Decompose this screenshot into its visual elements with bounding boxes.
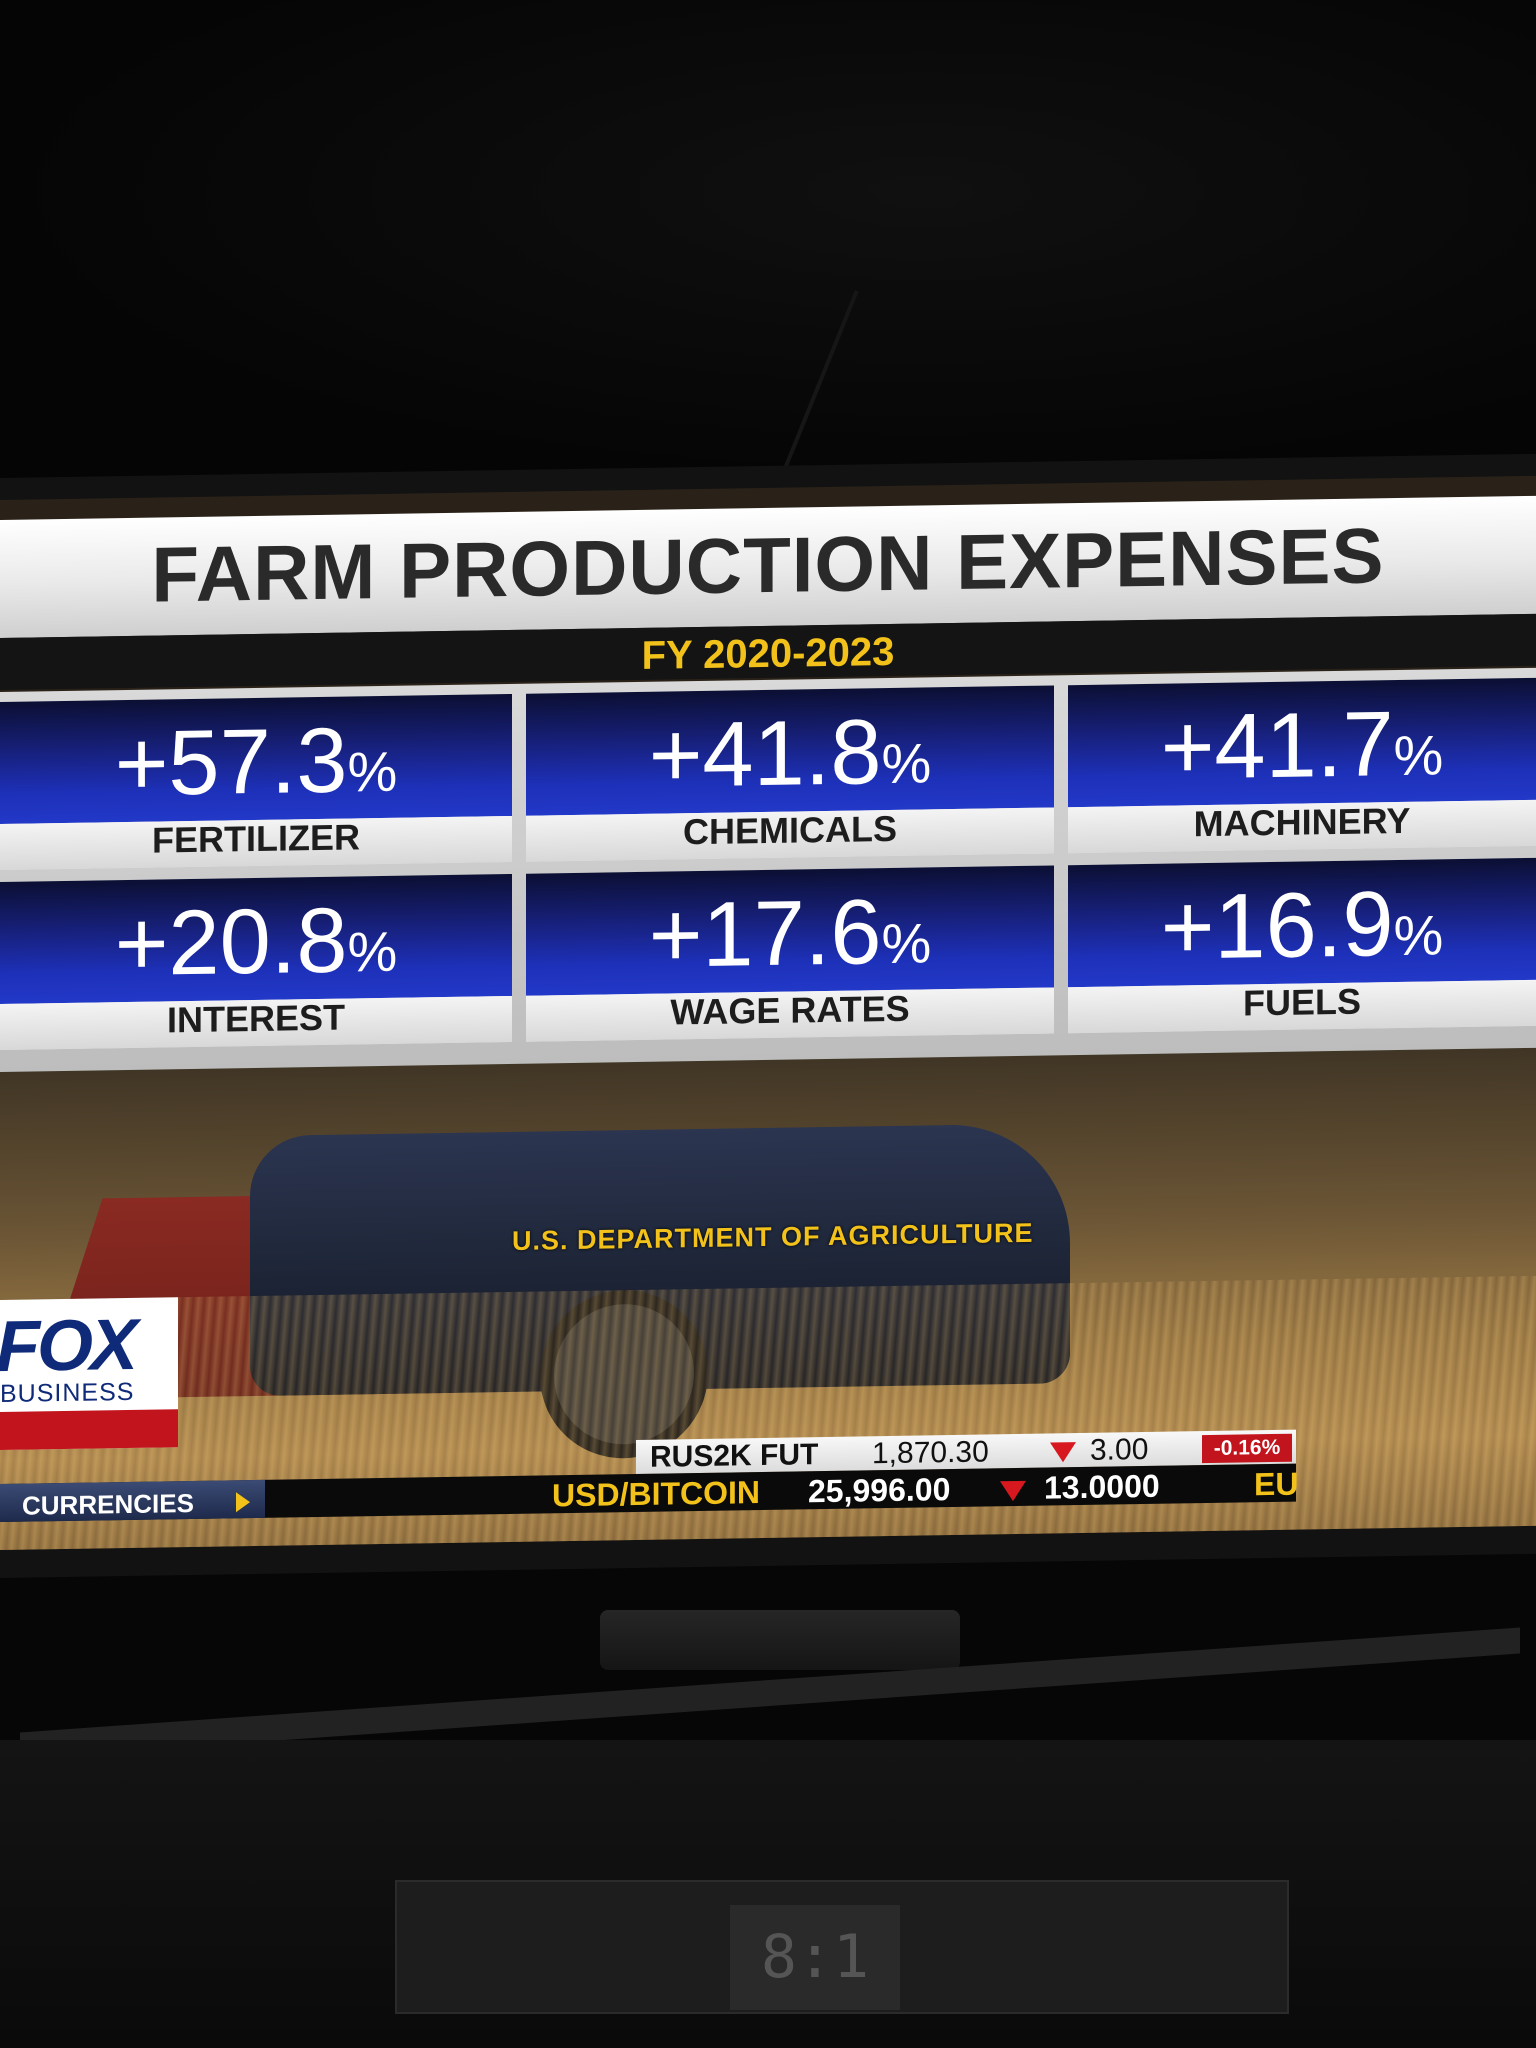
- stat-tile-machinery: +41.7% MACHINERY: [1068, 677, 1536, 854]
- ticker-percent-badge: -0.16%: [1202, 1433, 1292, 1464]
- ticker-next-symbol: EU: [1254, 1465, 1299, 1503]
- device-clock-display: 8:1: [730, 1905, 900, 2010]
- ticker-section-label: CURRENCIES: [22, 1487, 194, 1521]
- stat-value: +41.8%: [648, 701, 932, 807]
- dark-room-background: [0, 0, 1536, 480]
- play-arrow-icon: [236, 1492, 250, 1513]
- stat-value: +17.6%: [648, 881, 932, 987]
- stat-value: +41.7%: [1160, 693, 1444, 799]
- ticker-price-lower: 25,996.00: [808, 1471, 951, 1510]
- down-arrow-icon: [1050, 1442, 1076, 1463]
- stat-tile-wage-rates: +17.6% WAGE RATES: [526, 865, 1054, 1042]
- down-arrow-icon: [1000, 1480, 1026, 1502]
- tv-screen: FARM PRODUCTION EXPENSES FY 2020-2023 +5…: [0, 475, 1536, 1550]
- stat-label: CHEMICALS: [683, 807, 897, 853]
- stat-tile-chemicals: +41.8% CHEMICALS: [526, 685, 1054, 862]
- stat-value: +20.8%: [114, 889, 398, 996]
- stat-label: INTEREST: [166, 996, 345, 1041]
- stat-label: FERTILIZER: [152, 816, 360, 861]
- stat-value: +16.9%: [1160, 873, 1444, 979]
- logo-business-text: BUSINESS: [0, 1377, 135, 1408]
- stat-tile-interest: +20.8% INTEREST: [0, 873, 512, 1050]
- logo-fox-text: FOX: [0, 1304, 136, 1388]
- stat-value: +57.3%: [114, 709, 398, 816]
- tv-stand-neck: [600, 1610, 960, 1670]
- stat-tile-fuels: +16.9% FUELS: [1068, 857, 1536, 1034]
- ticker-symbol-lower: USD/BITCOIN: [552, 1474, 760, 1514]
- stat-label: MACHINERY: [1193, 799, 1411, 845]
- ticker-price-upper: 1,870.30: [872, 1435, 989, 1471]
- stat-tile-fertilizer: +57.3% FERTILIZER: [0, 693, 512, 870]
- stat-label: FUELS: [1242, 980, 1361, 1024]
- stat-label: WAGE RATES: [670, 987, 910, 1033]
- ticker-change-lower: 13.0000: [1044, 1467, 1160, 1506]
- ticker-symbol-upper: RUS2K FUT: [650, 1438, 819, 1474]
- ticker-change-upper: 3.00: [1090, 1432, 1149, 1467]
- logo-red-stripe: [0, 1409, 178, 1450]
